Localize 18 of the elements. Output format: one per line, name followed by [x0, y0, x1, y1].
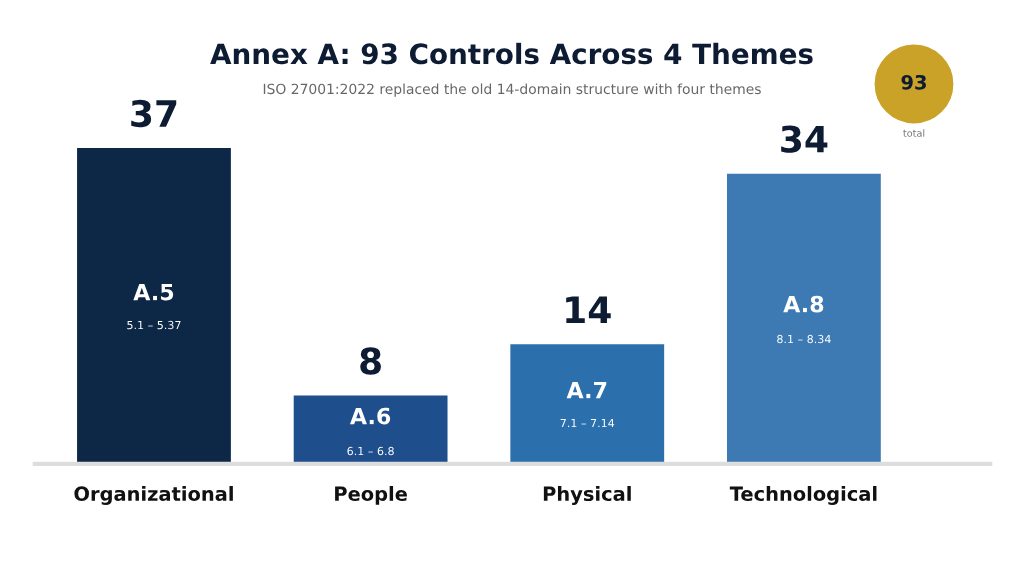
data-label: 14 [566, 296, 611, 323]
x-tick-label: Technological [729, 486, 877, 505]
x-tick-label: Physical [543, 486, 631, 505]
text: 93 [901, 74, 926, 90]
data-label: 34 [781, 125, 828, 153]
bar [510, 344, 665, 464]
x-tick-label: Organizational [74, 486, 233, 505]
annotation: A.6 [349, 407, 391, 425]
bar [77, 148, 231, 464]
annotation: A.8 [783, 295, 824, 313]
chart-title: Annex A: 93 Controls Across 4 Themes [210, 42, 813, 65]
bar [726, 173, 881, 464]
data-label: 37 [131, 99, 177, 128]
annotation: A.5 [133, 283, 174, 301]
bar [293, 395, 448, 464]
x-tick-label: People [335, 486, 407, 505]
data-label: 8 [360, 347, 381, 375]
annotation: A.7 [566, 381, 607, 399]
